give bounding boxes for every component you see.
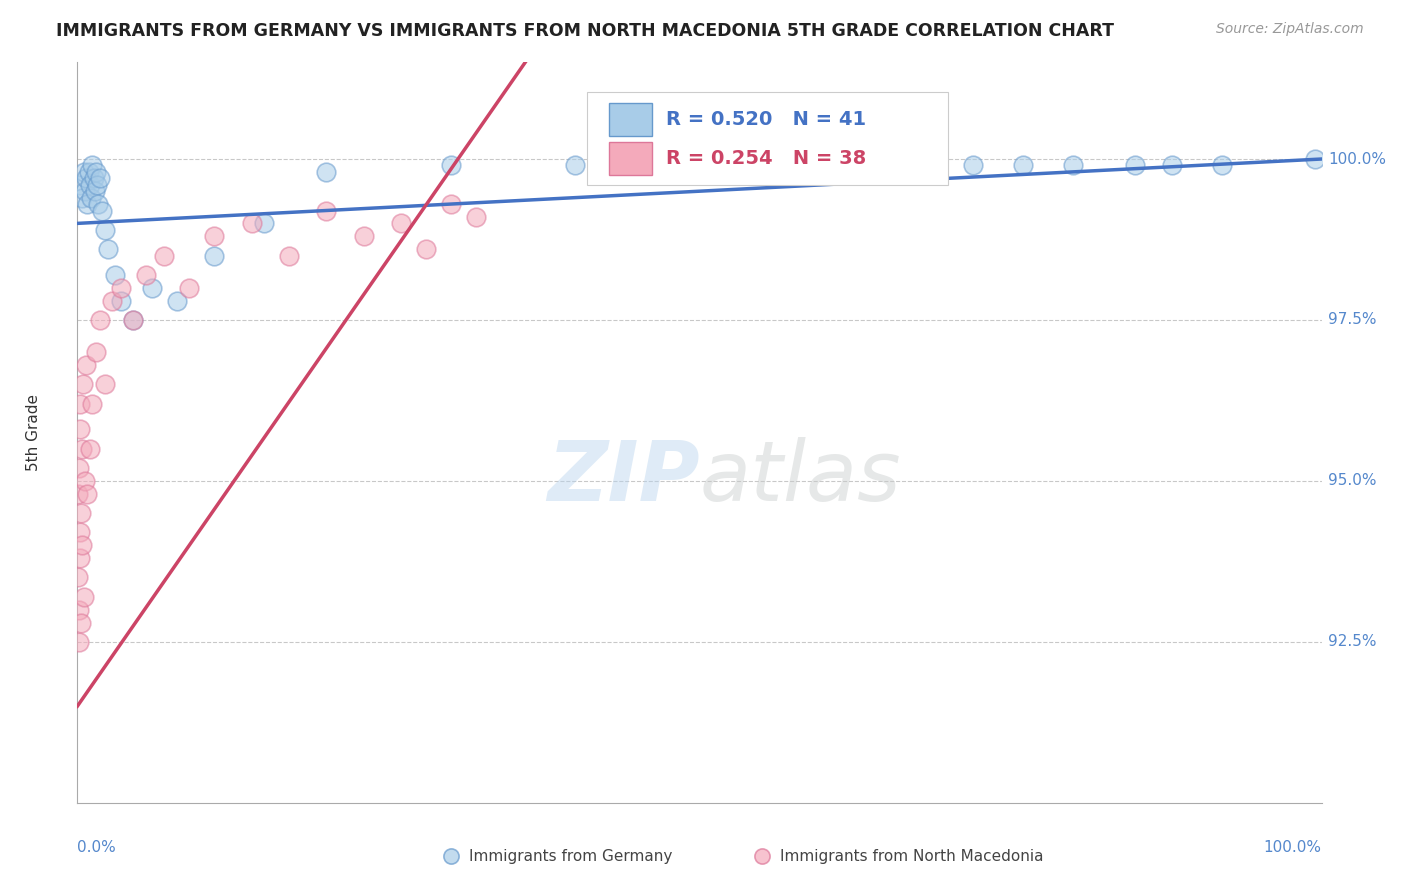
Point bbox=[73, 474, 96, 488]
Point bbox=[66, 570, 89, 584]
Point bbox=[89, 313, 111, 327]
Point bbox=[166, 293, 188, 308]
Point bbox=[315, 203, 337, 218]
Point bbox=[875, 158, 897, 172]
Text: Immigrants from North Macedonia: Immigrants from North Macedonia bbox=[780, 848, 1043, 863]
Point bbox=[104, 268, 127, 282]
Point bbox=[122, 313, 145, 327]
Text: ZIP: ZIP bbox=[547, 436, 700, 517]
Point bbox=[83, 184, 105, 198]
Point bbox=[315, 165, 337, 179]
Point bbox=[69, 551, 91, 566]
FancyBboxPatch shape bbox=[588, 92, 948, 185]
Point bbox=[80, 191, 103, 205]
Point bbox=[1305, 152, 1327, 166]
Point bbox=[1062, 158, 1084, 172]
Point bbox=[93, 223, 115, 237]
Point bbox=[122, 313, 145, 327]
Point bbox=[564, 158, 586, 172]
Point bbox=[72, 590, 94, 604]
Point bbox=[389, 216, 412, 230]
Point bbox=[202, 249, 225, 263]
Point bbox=[82, 158, 104, 172]
Point bbox=[97, 242, 120, 256]
Point bbox=[1211, 158, 1233, 172]
Point bbox=[76, 197, 98, 211]
Point bbox=[70, 615, 93, 630]
Point bbox=[69, 506, 91, 520]
Text: R = 0.254   N = 38: R = 0.254 N = 38 bbox=[666, 149, 866, 169]
Point bbox=[240, 216, 263, 230]
Point bbox=[67, 487, 90, 501]
Point bbox=[353, 229, 375, 244]
Text: 100.0%: 100.0% bbox=[1327, 152, 1386, 167]
Point bbox=[79, 442, 101, 456]
Point bbox=[135, 268, 157, 282]
Text: 92.5%: 92.5% bbox=[1327, 634, 1376, 649]
Point bbox=[1012, 158, 1035, 172]
Point bbox=[912, 158, 935, 172]
Point bbox=[962, 158, 984, 172]
Point bbox=[77, 165, 100, 179]
Point bbox=[73, 184, 96, 198]
Point bbox=[93, 377, 115, 392]
Point bbox=[179, 281, 201, 295]
Point bbox=[101, 293, 124, 308]
Point bbox=[69, 422, 91, 436]
Point bbox=[86, 178, 108, 192]
Point bbox=[253, 216, 276, 230]
Point bbox=[70, 442, 93, 456]
Point bbox=[72, 377, 94, 392]
Point bbox=[76, 487, 98, 501]
Point bbox=[439, 158, 461, 172]
Text: 95.0%: 95.0% bbox=[1327, 474, 1376, 489]
Point bbox=[67, 635, 90, 649]
Point bbox=[689, 158, 711, 172]
Point bbox=[83, 171, 105, 186]
Text: Immigrants from Germany: Immigrants from Germany bbox=[470, 848, 672, 863]
Text: IMMIGRANTS FROM GERMANY VS IMMIGRANTS FROM NORTH MACEDONIA 5TH GRADE CORRELATION: IMMIGRANTS FROM GERMANY VS IMMIGRANTS FR… bbox=[56, 22, 1114, 40]
Point bbox=[84, 345, 107, 359]
Point bbox=[1123, 158, 1146, 172]
Text: 97.5%: 97.5% bbox=[1327, 312, 1376, 327]
Bar bbox=[609, 103, 652, 136]
Point bbox=[464, 210, 486, 224]
Point bbox=[277, 249, 299, 263]
Text: 5th Grade: 5th Grade bbox=[27, 394, 41, 471]
Text: atlas: atlas bbox=[700, 436, 901, 517]
Point bbox=[75, 358, 97, 372]
Point bbox=[110, 281, 132, 295]
Point bbox=[79, 178, 101, 192]
Point bbox=[439, 197, 461, 211]
Point bbox=[1161, 158, 1184, 172]
Point bbox=[72, 191, 94, 205]
Point bbox=[813, 158, 835, 172]
Point bbox=[69, 178, 91, 192]
Bar bbox=[609, 142, 652, 176]
Point bbox=[751, 158, 773, 172]
Point bbox=[69, 525, 91, 540]
Point bbox=[415, 242, 437, 256]
Point bbox=[141, 281, 163, 295]
Point bbox=[72, 538, 94, 552]
Point bbox=[202, 229, 225, 244]
Point bbox=[84, 165, 107, 179]
Point bbox=[87, 197, 110, 211]
Point bbox=[69, 397, 91, 411]
Point bbox=[153, 249, 176, 263]
Text: 100.0%: 100.0% bbox=[1264, 840, 1322, 855]
Point bbox=[91, 203, 114, 218]
Point bbox=[110, 293, 132, 308]
Point bbox=[82, 397, 104, 411]
Point bbox=[72, 165, 94, 179]
Point bbox=[67, 461, 90, 475]
Text: 0.0%: 0.0% bbox=[77, 840, 117, 855]
Point bbox=[75, 171, 97, 186]
Point bbox=[67, 602, 90, 616]
Text: Source: ZipAtlas.com: Source: ZipAtlas.com bbox=[1216, 22, 1364, 37]
Text: R = 0.520   N = 41: R = 0.520 N = 41 bbox=[666, 110, 866, 129]
Point bbox=[89, 171, 111, 186]
